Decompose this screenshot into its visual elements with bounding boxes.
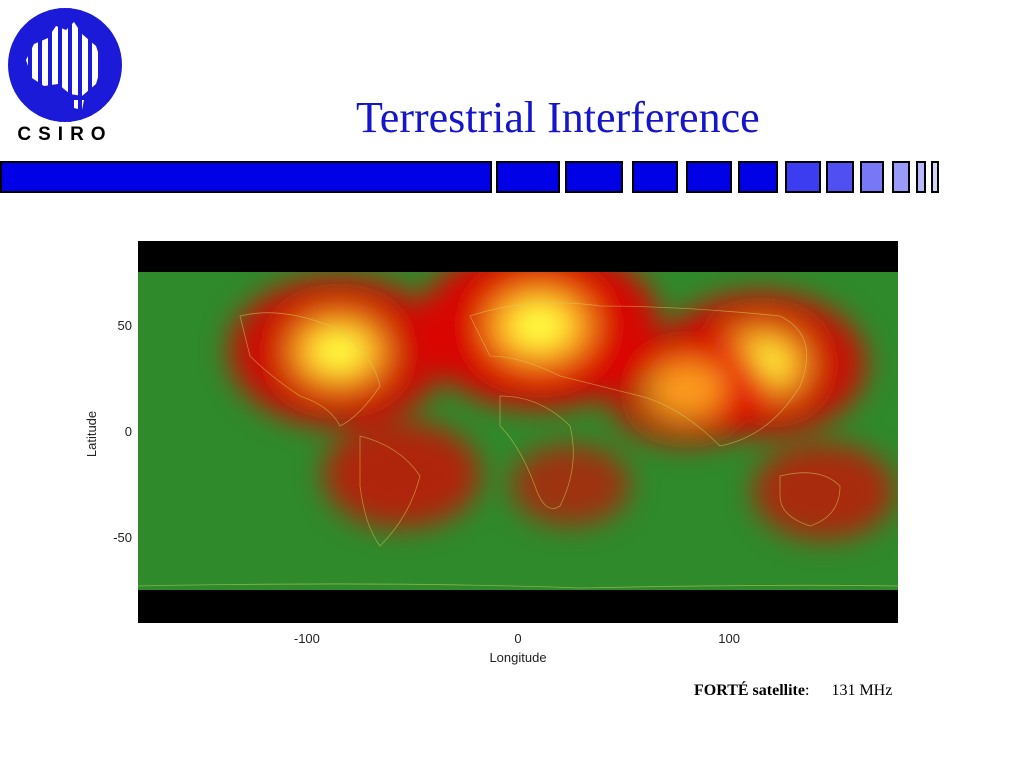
y-tick-label: -50 [113,530,132,545]
heatmap-chart: 50 0 -50 -100 0 100 Latitude Longitude [84,241,898,665]
hotspot-3 [323,420,481,529]
caption-source: FORTÉ satellite [694,682,805,699]
bar-segment [565,161,623,193]
hotspot-5 [511,444,631,526]
y-axis-label: Latitude [84,411,99,457]
figure-caption: FORTÉ satellite: 131 MHz [694,682,892,700]
x-tick-label: 100 [718,631,740,646]
bar-segment [892,161,910,193]
bar-segment [916,161,926,193]
csiro-logo: CSIRO [4,4,126,150]
x-tick-label: -100 [294,631,320,646]
hotspot-core-6 [649,361,725,419]
y-tick-label: 0 [125,424,132,439]
bar-segment [785,161,821,193]
csiro-globe-icon [8,8,122,122]
bar-segment [0,161,492,193]
bar-segment [860,161,884,193]
coastlines [138,302,898,589]
hotspot-4 [753,443,896,540]
bar-segment [632,161,678,193]
bar-segment [738,161,778,193]
bar-segment [826,161,854,193]
page-title: Terrestrial Interference [356,93,760,142]
x-axis-label: Longitude [489,650,546,665]
hotspot-peak-1 [508,303,570,348]
caption-frequency: 131 MHz [831,682,893,699]
bar-segment [496,161,560,193]
y-tick-label: 50 [118,318,132,333]
x-tick-label: 0 [514,631,521,646]
logo-text: CSIRO [17,124,113,145]
hotspot-peak-0 [310,331,367,372]
interference-map: 50 0 -50 -100 0 100 Latitude Longitude [80,236,920,672]
bar-segment [931,161,939,193]
bar-segment [686,161,732,193]
caption-separator: : [804,682,810,699]
